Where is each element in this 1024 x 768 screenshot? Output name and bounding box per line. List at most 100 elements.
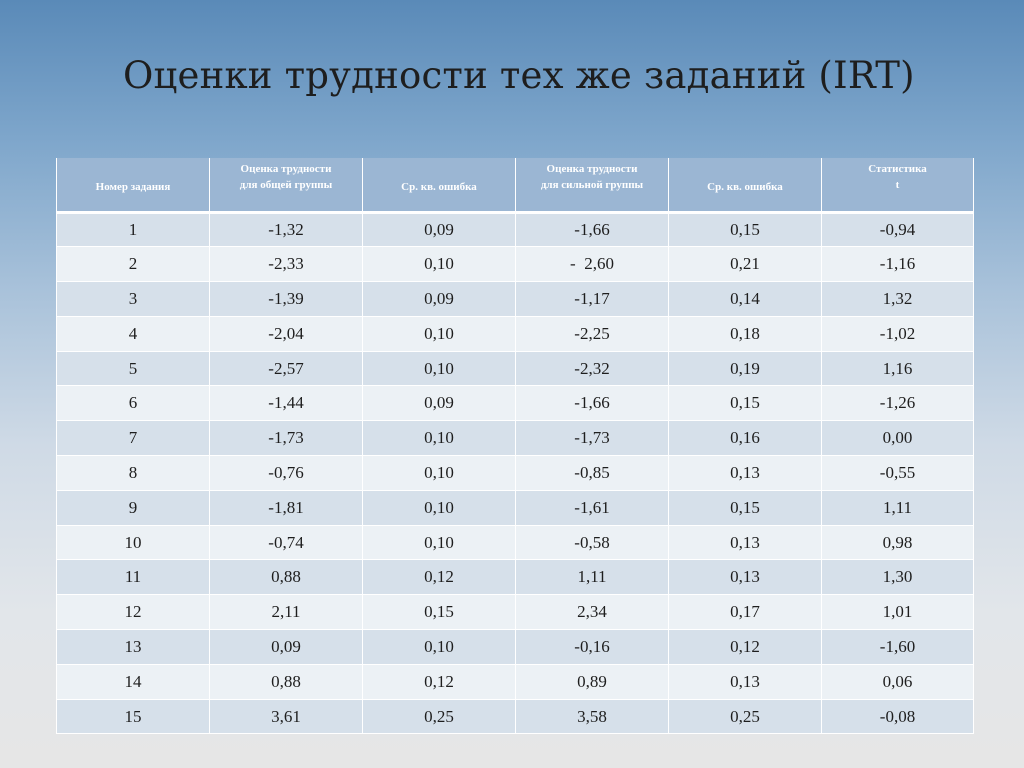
cell-t-statistic: 1,11 xyxy=(821,489,974,526)
cell-task-number: 14 xyxy=(56,663,210,700)
table-row: 5 -2,57 0,10 -2,32 0,19 1,16 xyxy=(56,350,974,387)
cell-difficulty-strong: - 2,60 xyxy=(515,246,669,283)
cell-difficulty-general: -0,74 xyxy=(209,524,363,561)
table-row: 11 0,88 0,12 1,11 0,13 1,30 xyxy=(56,559,974,596)
cell-rmse-strong: 0,12 xyxy=(668,629,822,665)
cell-task-number: 6 xyxy=(56,385,210,422)
cell-t-statistic: -0,94 xyxy=(821,211,974,248)
cell-rmse-general: 0,09 xyxy=(362,385,516,422)
cell-rmse-general: 0,10 xyxy=(362,524,516,561)
cell-task-number: 3 xyxy=(56,281,210,317)
cell-t-statistic: -1,26 xyxy=(821,385,974,422)
cell-difficulty-general: 0,88 xyxy=(209,663,363,700)
cell-task-number: 10 xyxy=(56,524,210,561)
table-row: 14 0,88 0,12 0,89 0,13 0,06 xyxy=(56,663,974,700)
cell-rmse-strong: 0,13 xyxy=(668,524,822,561)
slide-title: Оценки трудности тех же заданий (IRT) xyxy=(123,54,915,97)
table-row: 12 2,11 0,15 2,34 0,17 1,01 xyxy=(56,594,974,631)
table-row: 6 -1,44 0,09 -1,66 0,15 -1,26 xyxy=(56,385,974,422)
irt-difficulty-table: Номер задания Оценка трудности для общей… xyxy=(56,158,974,735)
cell-difficulty-strong: -2,32 xyxy=(515,350,669,387)
cell-difficulty-general: -1,81 xyxy=(209,489,363,526)
cell-rmse-general: 0,10 xyxy=(362,350,516,387)
cell-rmse-strong: 0,13 xyxy=(668,559,822,596)
cell-task-number: 1 xyxy=(56,211,210,248)
cell-rmse-strong: 0,14 xyxy=(668,281,822,317)
header-label-line2: для сильной группы xyxy=(540,179,644,191)
table-row: 3 -1,39 0,09 -1,17 0,14 1,32 xyxy=(56,281,974,317)
cell-difficulty-general: -1,44 xyxy=(209,385,363,422)
cell-rmse-general: 0,15 xyxy=(362,594,516,631)
header-label: Ср. кв. ошибка xyxy=(707,180,783,193)
cell-difficulty-general: -0,76 xyxy=(209,455,363,491)
cell-task-number: 8 xyxy=(56,455,210,491)
cell-rmse-strong: 0,15 xyxy=(668,211,822,248)
cell-rmse-strong: 0,25 xyxy=(668,698,822,735)
header-label: Оценка трудности xyxy=(240,163,332,175)
cell-t-statistic: -1,02 xyxy=(821,315,974,352)
cell-task-number: 4 xyxy=(56,315,210,352)
table-body: 1 -1,32 0,09 -1,66 0,15 -0,94 2 -2,33 0,10- 2,60… xyxy=(56,211,974,735)
cell-task-number: 12 xyxy=(56,594,210,631)
cell-t-statistic: -1,16 xyxy=(821,246,974,283)
cell-difficulty-general: -2,04 xyxy=(209,315,363,352)
cell-t-statistic: 0,98 xyxy=(821,524,974,561)
header-task-number: Номер задания xyxy=(56,158,210,214)
cell-task-number: 5 xyxy=(56,350,210,387)
cell-t-statistic: -0,08 xyxy=(821,698,974,735)
cell-rmse-general: 0,09 xyxy=(362,281,516,317)
header-rmse-general: Ср. кв. ошибка xyxy=(362,158,516,214)
header-rmse-strong: Ср. кв. ошибка xyxy=(668,158,822,214)
cell-rmse-general: 0,09 xyxy=(362,211,516,248)
cell-rmse-strong: 0,18 xyxy=(668,315,822,352)
cell-rmse-general: 0,12 xyxy=(362,559,516,596)
cell-task-number: 7 xyxy=(56,420,210,457)
cell-rmse-strong: 0,15 xyxy=(668,385,822,422)
cell-t-statistic: -0,55 xyxy=(821,455,974,491)
cell-task-number: 11 xyxy=(56,559,210,596)
cell-difficulty-general: -1,73 xyxy=(209,420,363,457)
cell-rmse-general: 0,10 xyxy=(362,246,516,283)
cell-difficulty-general: 0,09 xyxy=(209,629,363,665)
cell-difficulty-strong: -1,73 xyxy=(515,420,669,457)
cell-task-number: 2 xyxy=(56,246,210,283)
table-row: 13 0,09 0,10 -0,16 0,12 -1,60 xyxy=(56,629,974,665)
cell-rmse-general: 0,10 xyxy=(362,455,516,491)
cell-t-statistic: 1,32 xyxy=(821,281,974,317)
header-t-statistic: Статистика t xyxy=(821,158,974,214)
cell-t-statistic: 0,06 xyxy=(821,663,974,700)
table-row: 1 -1,32 0,09 -1,66 0,15 -0,94 xyxy=(56,211,974,248)
cell-rmse-strong: 0,19 xyxy=(668,350,822,387)
header-difficulty-general-group: Оценка трудности для общей группы xyxy=(209,158,363,214)
table-row: 2 -2,33 0,10- 2,60 0,21 -1,16 xyxy=(56,246,974,283)
cell-task-number: 13 xyxy=(56,629,210,665)
cell-rmse-general: 0,25 xyxy=(362,698,516,735)
header-label: Статистика xyxy=(868,163,927,175)
cell-rmse-general: 0,12 xyxy=(362,663,516,700)
header-label: Номер задания xyxy=(95,180,171,193)
cell-difficulty-general: 3,61 xyxy=(209,698,363,735)
cell-difficulty-strong: 1,11 xyxy=(515,559,669,596)
table-row: 4 -2,04 0,10 -2,25 0,18 -1,02 xyxy=(56,315,974,352)
cell-difficulty-strong: 2,34 xyxy=(515,594,669,631)
cell-rmse-strong: 0,13 xyxy=(668,663,822,700)
cell-difficulty-strong: -1,61 xyxy=(515,489,669,526)
table-row: 8 -0,76 0,10 -0,85 0,13 -0,55 xyxy=(56,455,974,491)
cell-difficulty-general: -1,39 xyxy=(209,281,363,317)
header-label-line2: t xyxy=(895,179,900,191)
table-row: 10 -0,74 0,10 -0,58 0,13 0,98 xyxy=(56,524,974,561)
header-label: Оценка трудности xyxy=(546,163,638,175)
cell-difficulty-strong: -2,25 xyxy=(515,315,669,352)
cell-difficulty-strong: -0,16 xyxy=(515,629,669,665)
cell-difficulty-general: 2,11 xyxy=(209,594,363,631)
cell-rmse-general: 0,10 xyxy=(362,489,516,526)
table-row: 15 3,61 0,25 3,58 0,25 -0,08 xyxy=(56,698,974,735)
cell-difficulty-strong: -0,58 xyxy=(515,524,669,561)
cell-rmse-strong: 0,13 xyxy=(668,455,822,491)
cell-difficulty-strong: -0,85 xyxy=(515,455,669,491)
cell-difficulty-strong: -1,66 xyxy=(515,385,669,422)
cell-task-number: 15 xyxy=(56,698,210,735)
cell-difficulty-general: -2,33 xyxy=(209,246,363,283)
irt-difficulty-table-container: Номер задания Оценка трудности для общей… xyxy=(56,158,974,735)
table-row: 9 -1,81 0,10 -1,61 0,15 1,11 xyxy=(56,489,974,526)
